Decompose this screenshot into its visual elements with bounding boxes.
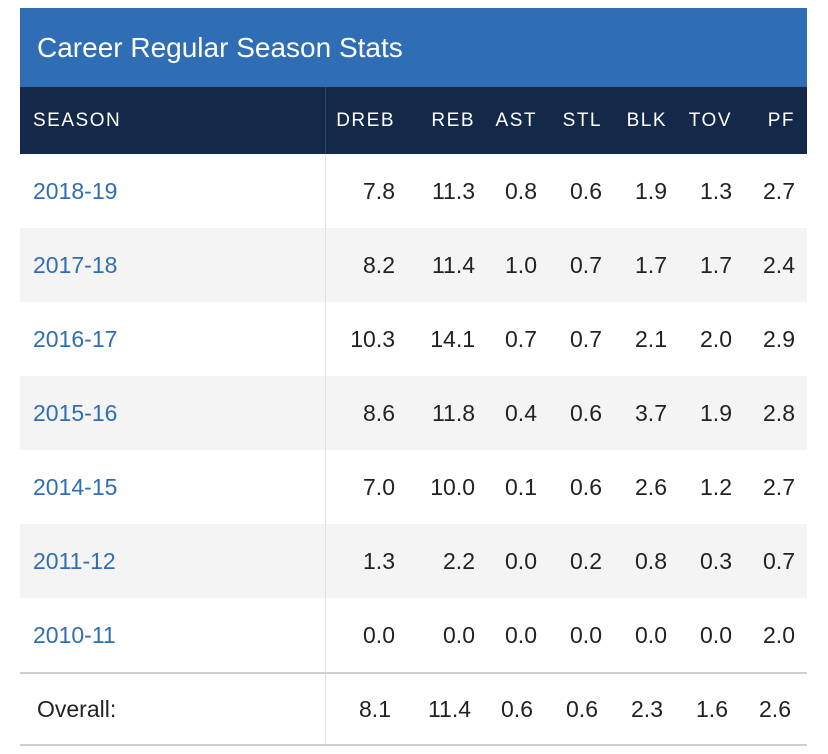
- stat-cell-pf: 2.7: [763, 473, 795, 500]
- stat-cell-pf: 2.4: [763, 251, 795, 278]
- stat-cell-blk: 2.6: [635, 473, 667, 500]
- overall-cell-dreb: 8.1: [359, 695, 391, 722]
- stat-cell-stl: 0.6: [570, 177, 602, 204]
- stat-cell-pf: 2.0: [763, 621, 795, 648]
- overall-cell-reb: 11.4: [427, 695, 471, 722]
- stat-cell-reb: 11.4: [431, 251, 475, 278]
- table-row: 2010-11 0.0 0.0 0.0 0.0 0.0 0.0 2.0: [20, 598, 807, 673]
- season-link[interactable]: 2010-11: [33, 621, 116, 648]
- season-cell: 2014-15: [20, 450, 326, 524]
- stat-cell-dreb: 1.3: [363, 547, 395, 574]
- season-link[interactable]: 2018-19: [33, 177, 118, 204]
- season-cell: 2018-19: [20, 154, 326, 228]
- stat-cell-tov: 1.7: [700, 251, 732, 278]
- stat-cell-stl: 0.0: [570, 621, 602, 648]
- stat-cell-tov: 1.2: [700, 473, 732, 500]
- stat-cell-reb: 11.3: [431, 177, 475, 204]
- column-header-dreb[interactable]: DREB: [336, 109, 395, 131]
- stat-cell-stl: 0.7: [570, 251, 602, 278]
- table-row: 2011-12 1.3 2.2 0.0 0.2 0.8 0.3 0.7: [20, 524, 807, 598]
- stats-title: Career Regular Season Stats: [37, 31, 403, 63]
- stat-cell-blk: 0.0: [635, 621, 667, 648]
- stat-cell-ast: 0.0: [505, 547, 537, 574]
- table-row: 2014-15 7.0 10.0 0.1 0.6 2.6 1.2 2.7: [20, 450, 807, 524]
- stat-cell-pf: 2.9: [763, 325, 795, 352]
- stat-cell-reb: 10.0: [430, 473, 475, 500]
- table-row: 2018-19 7.8 11.3 0.8 0.6 1.9 1.3 2.7: [20, 154, 807, 228]
- season-link[interactable]: 2016-17: [33, 325, 118, 352]
- stat-cell-tov: 2.0: [700, 325, 732, 352]
- overall-cell-stl: 0.6: [566, 695, 598, 722]
- overall-row: Overall: 8.1 11.4 0.6 0.6 2.3 1.6 2.6: [20, 673, 807, 745]
- column-header-pf[interactable]: PF: [767, 109, 795, 131]
- season-link[interactable]: 2011-12: [33, 547, 116, 574]
- stat-cell-tov: 1.3: [700, 177, 732, 204]
- overall-cell-pf: 2.6: [759, 695, 791, 722]
- stat-cell-ast: 0.8: [505, 177, 537, 204]
- stat-cell-ast: 0.0: [505, 621, 537, 648]
- column-header-ast[interactable]: AST: [495, 109, 537, 131]
- season-link[interactable]: 2015-16: [33, 399, 118, 426]
- stat-cell-reb: 2.2: [443, 547, 475, 574]
- column-header-season[interactable]: SEASON: [20, 87, 326, 154]
- season-cell: 2015-16: [20, 376, 326, 450]
- table-row: 2015-16 8.6 11.8 0.4 0.6 3.7 1.9 2.8: [20, 376, 807, 450]
- stat-cell-reb: 0.0: [443, 621, 475, 648]
- season-cell: 2011-12: [20, 524, 326, 598]
- overall-cell-ast: 0.6: [501, 695, 533, 722]
- stat-cell-stl: 0.6: [570, 399, 602, 426]
- stat-cell-pf: 2.7: [763, 177, 795, 204]
- season-link[interactable]: 2014-15: [33, 473, 118, 500]
- overall-label: Overall:: [20, 673, 326, 745]
- stat-cell-blk: 2.1: [635, 325, 667, 352]
- column-header-blk[interactable]: BLK: [626, 109, 667, 131]
- season-cell: 2016-17: [20, 302, 326, 376]
- stat-cell-tov: 1.9: [700, 399, 732, 426]
- column-header-stl[interactable]: STL: [562, 109, 602, 131]
- overall-cell-blk: 2.3: [631, 695, 663, 722]
- stat-cell-blk: 0.8: [635, 547, 667, 574]
- stat-cell-dreb: 10.3: [350, 325, 395, 352]
- table-header-row: SEASON DREB REB AST STL BLK TOV PF: [20, 87, 807, 154]
- stat-cell-tov: 0.0: [700, 621, 732, 648]
- stat-cell-stl: 0.2: [570, 547, 602, 574]
- column-header-reb[interactable]: REB: [431, 109, 475, 131]
- stat-cell-reb: 14.1: [430, 325, 475, 352]
- table-row: 2017-18 8.2 11.4 1.0 0.7 1.7 1.7 2.4: [20, 228, 807, 302]
- stat-cell-pf: 2.8: [763, 399, 795, 426]
- stats-table: SEASON DREB REB AST STL BLK TOV PF 2018-…: [20, 87, 807, 746]
- overall-cell-tov: 1.6: [696, 695, 728, 722]
- stat-cell-dreb: 8.6: [363, 399, 395, 426]
- stats-card: Career Regular Season Stats SEASON DREB …: [20, 8, 807, 746]
- stat-cell-blk: 1.9: [635, 177, 667, 204]
- stats-title-bar: Career Regular Season Stats: [20, 8, 807, 87]
- stat-cell-blk: 1.7: [635, 251, 667, 278]
- stat-cell-pf: 0.7: [763, 547, 795, 574]
- table-row: 2016-17 10.3 14.1 0.7 0.7 2.1 2.0 2.9: [20, 302, 807, 376]
- stat-cell-dreb: 8.2: [363, 251, 395, 278]
- stat-cell-dreb: 7.0: [363, 473, 395, 500]
- stat-cell-ast: 0.1: [505, 473, 537, 500]
- stat-cell-ast: 0.4: [505, 399, 537, 426]
- stat-cell-dreb: 7.8: [363, 177, 395, 204]
- stat-cell-stl: 0.6: [570, 473, 602, 500]
- stat-cell-ast: 1.0: [505, 251, 537, 278]
- column-header-tov[interactable]: TOV: [688, 109, 732, 131]
- stat-cell-ast: 0.7: [505, 325, 537, 352]
- season-cell: 2010-11: [20, 598, 326, 673]
- stat-cell-stl: 0.7: [570, 325, 602, 352]
- stat-cell-tov: 0.3: [700, 547, 732, 574]
- season-link[interactable]: 2017-18: [33, 251, 118, 278]
- stat-cell-blk: 3.7: [635, 399, 667, 426]
- stat-cell-dreb: 0.0: [363, 621, 395, 648]
- season-cell: 2017-18: [20, 228, 326, 302]
- stat-cell-reb: 11.8: [431, 399, 475, 426]
